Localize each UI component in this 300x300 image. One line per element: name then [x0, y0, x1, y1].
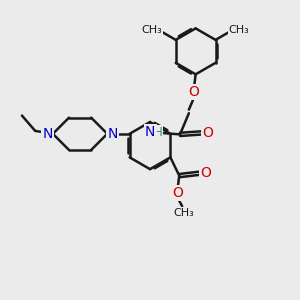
Text: CH₃: CH₃ — [229, 25, 250, 34]
Text: N: N — [42, 127, 53, 141]
Text: N: N — [107, 127, 118, 141]
Text: O: O — [172, 186, 183, 200]
Text: O: O — [202, 126, 213, 140]
Text: H: H — [154, 125, 162, 139]
Text: O: O — [200, 166, 211, 180]
Text: N: N — [145, 125, 155, 139]
Text: CH₃: CH₃ — [173, 208, 194, 218]
Text: O: O — [189, 85, 200, 99]
Text: CH₃: CH₃ — [142, 25, 163, 34]
